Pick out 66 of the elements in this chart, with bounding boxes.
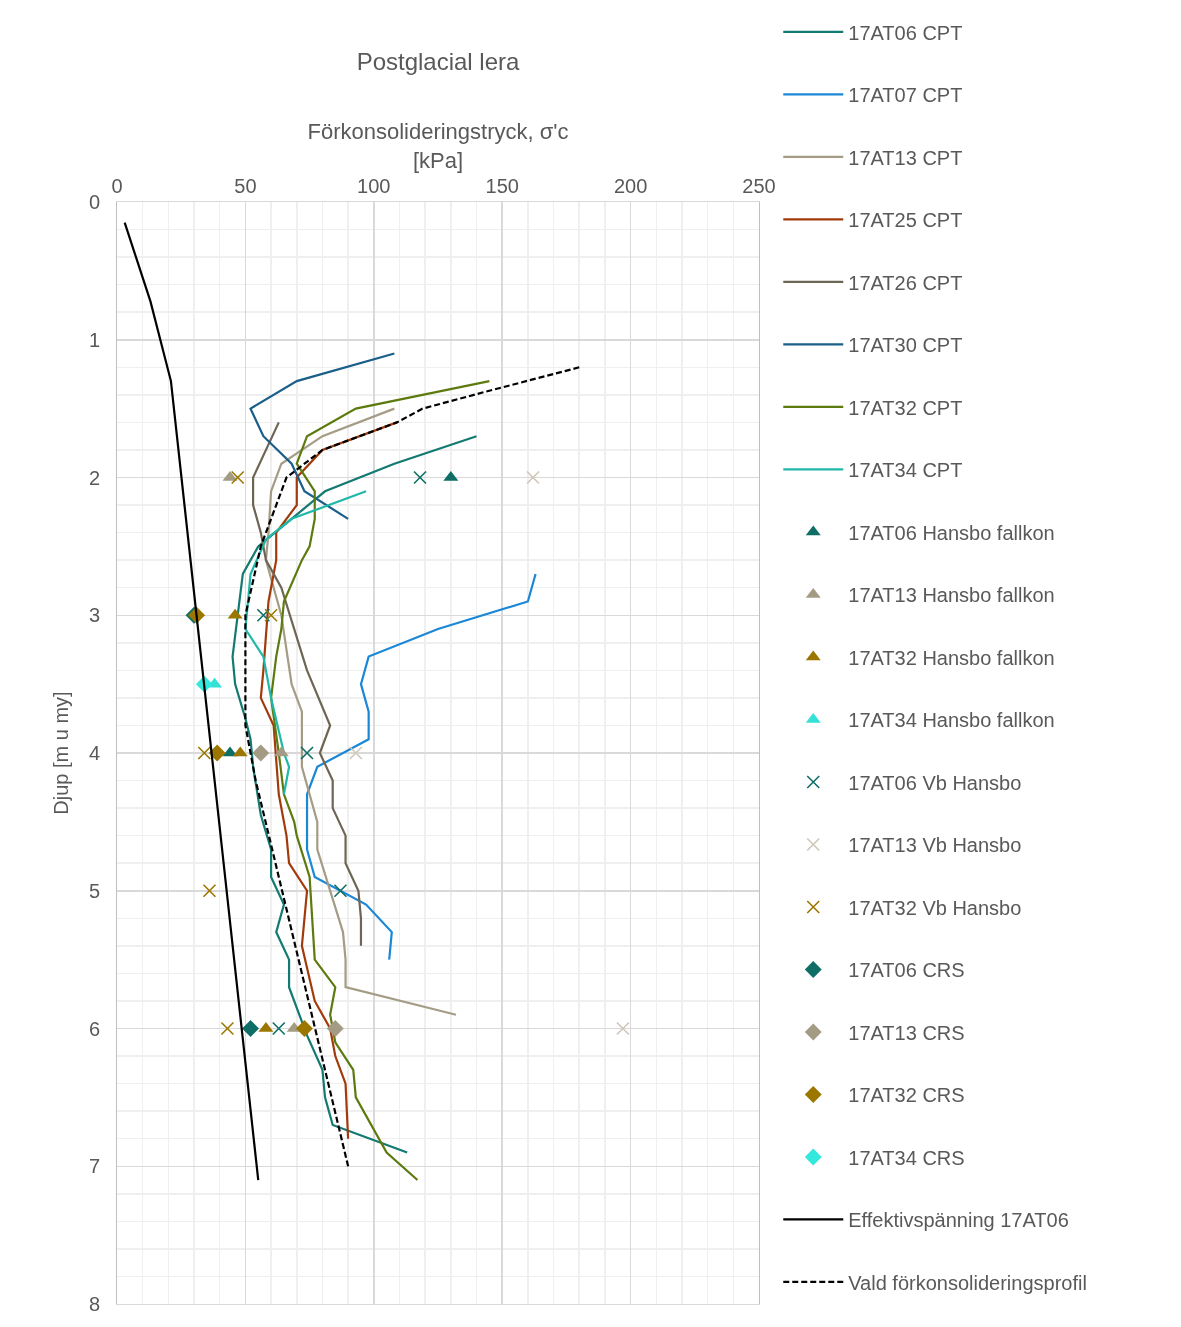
x-tick-label: 150 xyxy=(485,175,519,197)
legend-label: 17AT13 CPT xyxy=(848,146,963,169)
legend-label: 17AT06 CPT xyxy=(848,21,963,44)
point xyxy=(271,1021,286,1036)
legend-label: 17AT06 Hansbo fallkon xyxy=(848,521,1055,544)
x-tick-label: 200 xyxy=(613,175,648,197)
point xyxy=(300,746,314,760)
y-tick-label: 5 xyxy=(88,879,100,902)
point xyxy=(413,470,427,485)
point xyxy=(256,608,271,623)
point xyxy=(230,470,245,485)
line-series xyxy=(244,490,368,796)
point xyxy=(208,744,226,762)
point xyxy=(220,1021,235,1036)
legend-label: 17AT32 CRS xyxy=(848,1084,965,1107)
legend-label: 17AT32 Hansbo fallkon xyxy=(848,646,1055,669)
line-series xyxy=(123,221,260,1182)
legend-label: 17AT25 CPT xyxy=(848,209,963,232)
legend-label: 17AT13 Vb Hansbo xyxy=(848,834,1022,857)
line-series xyxy=(231,435,478,1154)
point xyxy=(526,470,540,485)
point xyxy=(296,1020,313,1037)
point xyxy=(333,883,348,898)
legend-label: 17AT34 CPT xyxy=(848,459,963,482)
point xyxy=(349,746,363,760)
legend-label: 17AT06 Vb Hansbo xyxy=(848,771,1022,794)
legend-label: 17AT07 CPT xyxy=(848,84,963,107)
y-tick-label: 0 xyxy=(88,191,100,213)
legend-label: 17AT06 CRS xyxy=(848,959,965,982)
legend-label: Vald förkonsolideringsprofil xyxy=(848,1271,1087,1294)
point xyxy=(264,608,278,623)
legend-label: Effektivspänning 17AT06 xyxy=(848,1209,1069,1232)
y-tick-label: 6 xyxy=(88,1017,100,1040)
line-series xyxy=(269,379,491,1182)
legend-label: 17AT13 CRS xyxy=(848,1021,965,1044)
point xyxy=(326,1020,344,1037)
y-tick-label: 3 xyxy=(88,604,100,627)
point xyxy=(616,1021,630,1036)
point xyxy=(252,744,270,762)
x-tick-label: 50 xyxy=(234,175,257,197)
legend-label: 17AT30 CPT xyxy=(848,334,963,357)
point xyxy=(242,1020,259,1037)
y-tick-label: 1 xyxy=(88,328,100,351)
y-tick-label: 4 xyxy=(88,742,100,764)
y-tick-label: 7 xyxy=(88,1155,100,1178)
y-axis-title: Djup [m u my] xyxy=(50,691,73,815)
y-tick-label: 2 xyxy=(88,466,100,489)
line-series xyxy=(252,421,363,947)
x-tick-label: 100 xyxy=(357,175,391,197)
legend-label: 17AT32 Vb Hansbo xyxy=(848,896,1022,919)
legend-label: 17AT34 CRS xyxy=(848,1146,965,1169)
chart-title: Postglacial lera xyxy=(356,48,521,76)
point xyxy=(197,746,212,760)
y-tick-label: 8 xyxy=(88,1293,100,1315)
x-tick-label: 0 xyxy=(111,175,123,197)
line-series xyxy=(244,366,581,1168)
x-tick-label: 250 xyxy=(742,175,776,197)
legend-label: 17AT13 Hansbo fallkon xyxy=(848,584,1055,607)
legend-label: 17AT34 Hansbo fallkon xyxy=(848,709,1055,732)
line-series xyxy=(305,572,537,961)
x-axis-title: Förkonsolideringstryck, σ'c [kPa] xyxy=(307,119,569,173)
legend-label: 17AT32 CPT xyxy=(848,396,963,419)
point xyxy=(202,883,217,898)
legend-label: 17AT26 CPT xyxy=(848,271,963,294)
line-series xyxy=(264,407,458,1016)
line-series xyxy=(249,352,396,520)
